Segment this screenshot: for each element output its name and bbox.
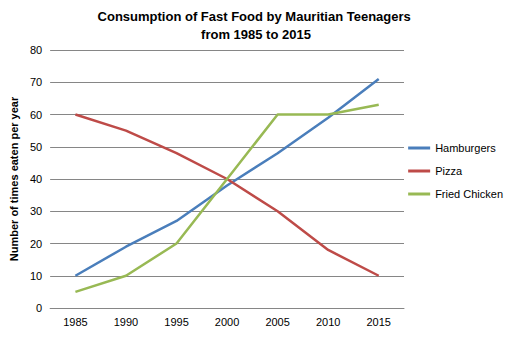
svg-text:0: 0 <box>36 302 42 314</box>
svg-text:Fried Chicken: Fried Chicken <box>435 188 503 200</box>
svg-text:Consumption of Fast Food by Ma: Consumption of Fast Food by Mauritian Te… <box>98 9 415 24</box>
svg-text:2000: 2000 <box>215 316 239 328</box>
svg-text:from 1985 to 2015: from 1985 to 2015 <box>201 27 311 42</box>
svg-text:1985: 1985 <box>63 316 87 328</box>
svg-text:10: 10 <box>30 270 42 282</box>
svg-text:50: 50 <box>30 141 42 153</box>
svg-text:40: 40 <box>30 173 42 185</box>
svg-text:1990: 1990 <box>114 316 138 328</box>
svg-text:2005: 2005 <box>265 316 289 328</box>
svg-text:2010: 2010 <box>316 316 340 328</box>
svg-text:60: 60 <box>30 109 42 121</box>
svg-text:30: 30 <box>30 205 42 217</box>
svg-text:1995: 1995 <box>164 316 188 328</box>
svg-text:2015: 2015 <box>366 316 390 328</box>
svg-text:70: 70 <box>30 76 42 88</box>
svg-text:Hamburgers: Hamburgers <box>435 142 496 154</box>
svg-text:20: 20 <box>30 238 42 250</box>
svg-text:Pizza: Pizza <box>435 165 463 177</box>
svg-text:80: 80 <box>30 44 42 56</box>
svg-text:Number of times eaten per year: Number of times eaten per year <box>8 96 20 261</box>
